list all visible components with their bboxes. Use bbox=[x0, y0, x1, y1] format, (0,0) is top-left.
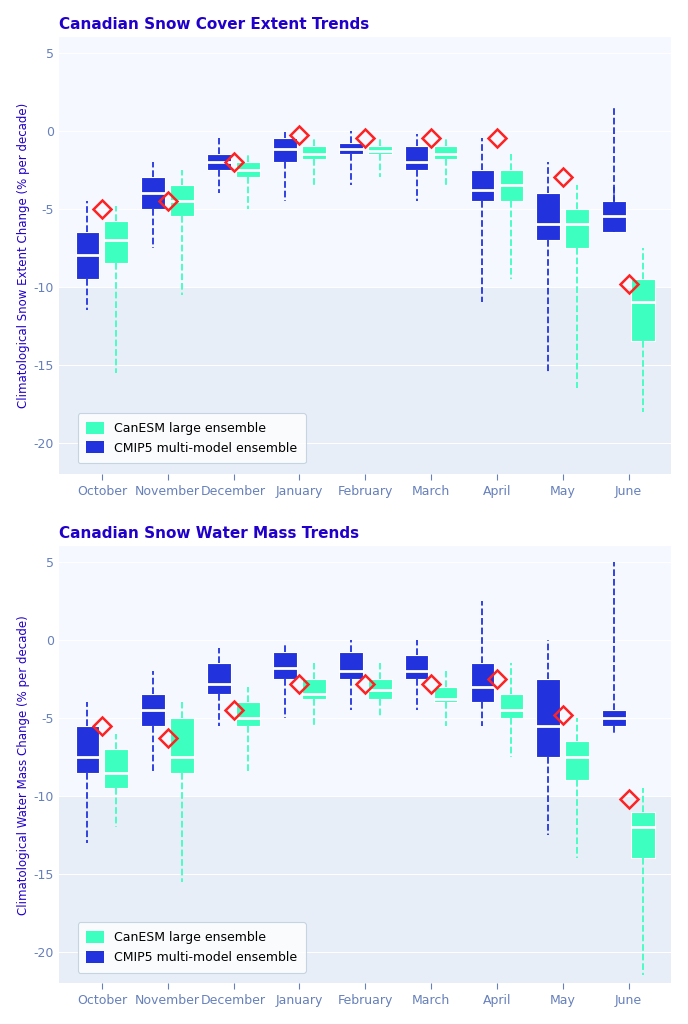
PathPatch shape bbox=[602, 201, 626, 232]
PathPatch shape bbox=[433, 687, 458, 702]
Bar bbox=[59, 37, 671, 287]
PathPatch shape bbox=[171, 185, 194, 216]
PathPatch shape bbox=[141, 177, 165, 209]
PathPatch shape bbox=[405, 146, 429, 170]
Y-axis label: Climatological Snow Extent Change (% per decade): Climatological Snow Extent Change (% per… bbox=[17, 102, 30, 409]
PathPatch shape bbox=[236, 162, 260, 177]
PathPatch shape bbox=[537, 194, 560, 240]
PathPatch shape bbox=[76, 726, 99, 772]
PathPatch shape bbox=[471, 170, 494, 201]
Legend: CanESM large ensemble, CMIP5 multi-model ensemble: CanESM large ensemble, CMIP5 multi-model… bbox=[78, 413, 305, 464]
PathPatch shape bbox=[207, 154, 231, 170]
PathPatch shape bbox=[405, 655, 429, 679]
PathPatch shape bbox=[236, 702, 260, 726]
PathPatch shape bbox=[566, 741, 589, 780]
PathPatch shape bbox=[631, 279, 655, 341]
PathPatch shape bbox=[433, 146, 458, 159]
PathPatch shape bbox=[499, 694, 523, 718]
Text: Canadian Snow Water Mass Trends: Canadian Snow Water Mass Trends bbox=[59, 526, 359, 541]
PathPatch shape bbox=[566, 209, 589, 248]
Y-axis label: Climatological Water Mass Change (% per decade): Climatological Water Mass Change (% per … bbox=[17, 614, 30, 914]
PathPatch shape bbox=[141, 694, 165, 726]
PathPatch shape bbox=[368, 146, 391, 154]
PathPatch shape bbox=[602, 710, 626, 726]
Bar bbox=[59, 546, 671, 796]
PathPatch shape bbox=[499, 170, 523, 201]
PathPatch shape bbox=[76, 232, 99, 279]
PathPatch shape bbox=[537, 679, 560, 757]
PathPatch shape bbox=[631, 812, 655, 858]
PathPatch shape bbox=[368, 679, 391, 699]
PathPatch shape bbox=[273, 138, 297, 162]
PathPatch shape bbox=[273, 652, 297, 679]
PathPatch shape bbox=[207, 664, 231, 694]
PathPatch shape bbox=[171, 718, 194, 772]
PathPatch shape bbox=[339, 652, 363, 679]
Text: Canadian Snow Cover Extent Trends: Canadian Snow Cover Extent Trends bbox=[59, 16, 369, 32]
PathPatch shape bbox=[471, 664, 494, 702]
PathPatch shape bbox=[302, 679, 325, 699]
PathPatch shape bbox=[339, 143, 363, 154]
PathPatch shape bbox=[105, 221, 128, 263]
PathPatch shape bbox=[105, 750, 128, 788]
PathPatch shape bbox=[302, 146, 325, 159]
Legend: CanESM large ensemble, CMIP5 multi-model ensemble: CanESM large ensemble, CMIP5 multi-model… bbox=[78, 923, 305, 973]
